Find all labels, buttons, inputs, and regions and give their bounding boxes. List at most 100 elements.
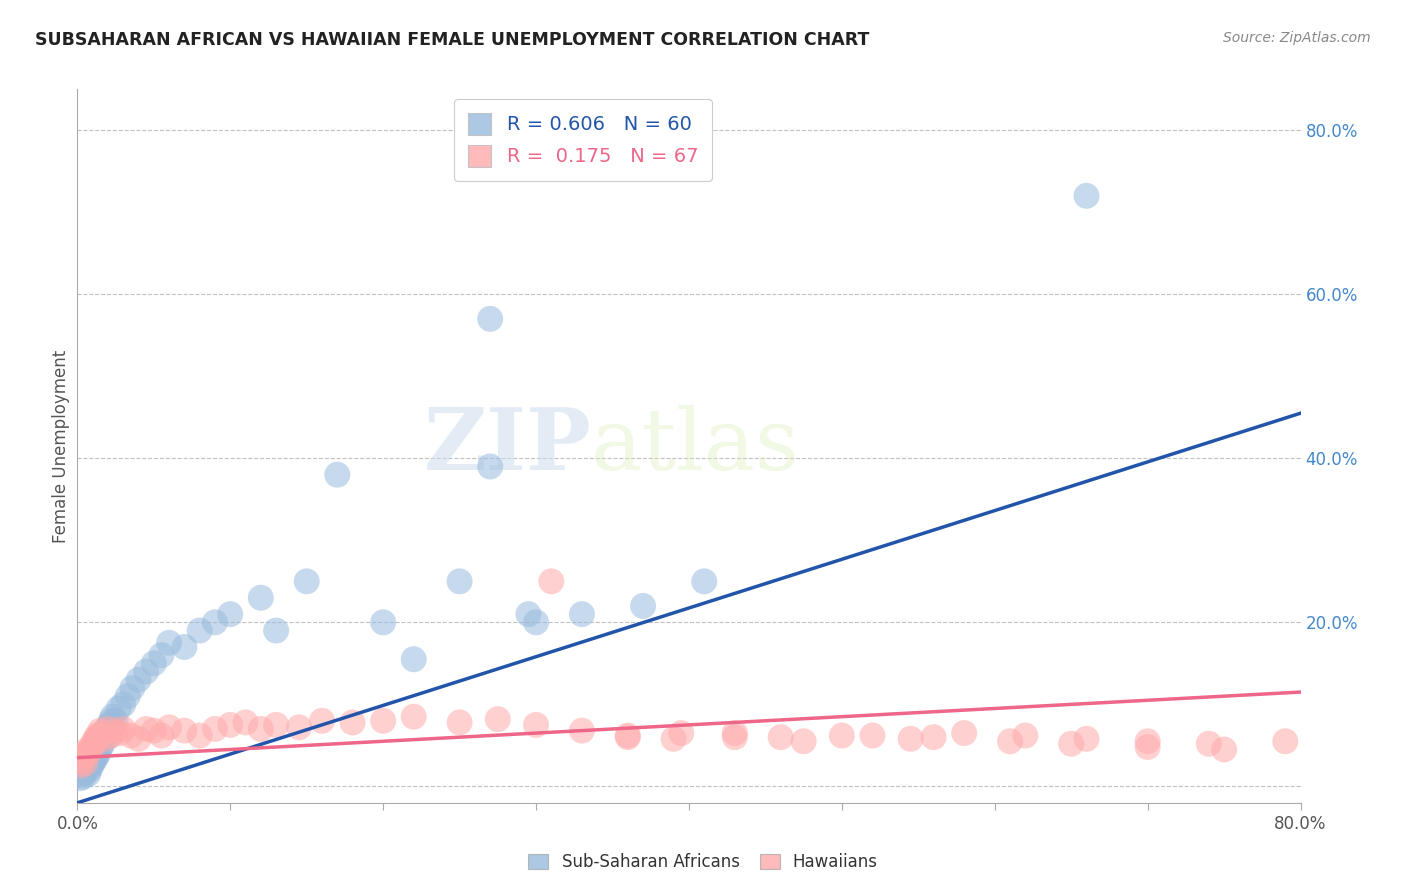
Point	[486, 712, 509, 726]
Point	[112, 698, 135, 712]
Point	[79, 745, 101, 759]
Point	[219, 718, 242, 732]
Point	[83, 734, 105, 748]
Text: Source: ZipAtlas.com: Source: ZipAtlas.com	[1223, 31, 1371, 45]
Point	[295, 574, 318, 589]
Point	[235, 715, 257, 730]
Point	[90, 726, 112, 740]
Point	[173, 640, 195, 654]
Point	[264, 718, 287, 732]
Point	[86, 742, 108, 756]
Y-axis label: Female Unemployment: Female Unemployment	[52, 350, 70, 542]
Point	[80, 750, 103, 764]
Point	[769, 730, 792, 744]
Point	[70, 755, 93, 769]
Point	[100, 714, 122, 728]
Point	[1274, 734, 1296, 748]
Point	[671, 726, 693, 740]
Point	[157, 720, 180, 734]
Point	[87, 745, 110, 759]
Point	[70, 767, 93, 781]
Point	[371, 615, 394, 630]
Point	[76, 748, 98, 763]
Point	[97, 722, 120, 736]
Point	[98, 718, 121, 732]
Point	[120, 729, 142, 743]
Point	[157, 636, 180, 650]
Point	[79, 763, 101, 777]
Point	[127, 731, 149, 746]
Point	[77, 756, 100, 771]
Point	[97, 730, 120, 744]
Point	[104, 723, 127, 738]
Point	[617, 730, 640, 744]
Point	[150, 729, 173, 743]
Point	[91, 730, 114, 744]
Point	[571, 723, 593, 738]
Point	[204, 722, 226, 736]
Point	[142, 723, 165, 738]
Point	[1198, 737, 1220, 751]
Point	[631, 599, 654, 613]
Point	[112, 722, 135, 736]
Point	[204, 615, 226, 630]
Point	[724, 730, 747, 744]
Point	[693, 574, 716, 589]
Point	[96, 722, 118, 736]
Point	[73, 747, 96, 761]
Point	[1136, 734, 1159, 748]
Legend: Sub-Saharan Africans, Hawaiians: Sub-Saharan Africans, Hawaiians	[520, 845, 886, 880]
Point	[449, 715, 471, 730]
Point	[80, 759, 103, 773]
Point	[311, 714, 333, 728]
Point	[524, 615, 547, 630]
Point	[76, 759, 98, 773]
Point	[1076, 731, 1098, 746]
Point	[142, 657, 165, 671]
Point	[326, 467, 349, 482]
Point	[250, 722, 273, 736]
Point	[82, 756, 104, 771]
Point	[117, 689, 139, 703]
Point	[540, 574, 562, 589]
Point	[79, 755, 101, 769]
Point	[89, 723, 111, 738]
Point	[524, 718, 547, 732]
Point	[104, 714, 127, 728]
Point	[73, 756, 96, 771]
Point	[69, 771, 91, 785]
Point	[77, 767, 100, 781]
Point	[94, 726, 117, 740]
Point	[76, 761, 98, 775]
Point	[69, 759, 91, 773]
Point	[107, 701, 129, 715]
Point	[662, 731, 685, 746]
Point	[953, 726, 976, 740]
Point	[1213, 742, 1236, 756]
Point	[83, 753, 105, 767]
Legend: R = 0.606   N = 60, R =  0.175   N = 67: R = 0.606 N = 60, R = 0.175 N = 67	[454, 99, 711, 181]
Point	[449, 574, 471, 589]
Point	[84, 731, 107, 746]
Point	[371, 714, 394, 728]
Point	[73, 763, 96, 777]
Point	[264, 624, 287, 638]
Point	[479, 311, 502, 326]
Point	[83, 747, 105, 761]
Text: atlas: atlas	[591, 404, 800, 488]
Point	[73, 764, 96, 779]
Point	[831, 729, 853, 743]
Point	[1014, 729, 1036, 743]
Point	[89, 739, 111, 754]
Point	[82, 739, 104, 753]
Point	[900, 731, 922, 746]
Point	[82, 748, 104, 763]
Point	[342, 715, 364, 730]
Point	[87, 730, 110, 744]
Point	[1136, 739, 1159, 754]
Point	[89, 734, 111, 748]
Point	[108, 726, 131, 740]
Point	[188, 729, 211, 743]
Point	[127, 673, 149, 687]
Text: SUBSAHARAN AFRICAN VS HAWAIIAN FEMALE UNEMPLOYMENT CORRELATION CHART: SUBSAHARAN AFRICAN VS HAWAIIAN FEMALE UN…	[35, 31, 869, 49]
